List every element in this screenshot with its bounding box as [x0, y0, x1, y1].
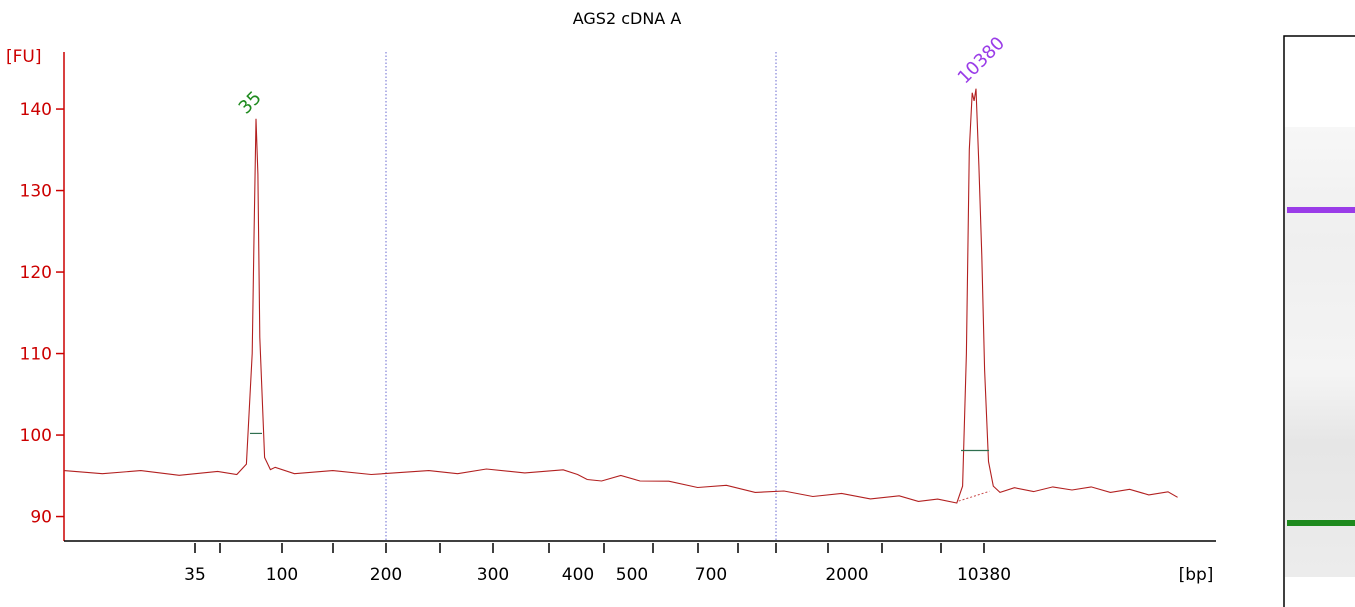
x-tick-label: 2000 [825, 565, 868, 585]
y-tick-label: 100 [20, 426, 52, 446]
chart-title: AGS2 cDNA A [573, 9, 682, 28]
y-tick-label: 130 [20, 182, 52, 202]
x-axis-ticks: 35 100 200 300 400 500 700 2000 10380 [184, 543, 1011, 585]
y-axis-ticks: 90 100 110 120 130 140 [20, 100, 64, 528]
x-tick-label: 10380 [957, 565, 1011, 585]
y-axis-label: [FU] [6, 47, 42, 67]
x-tick-label: 200 [370, 565, 402, 585]
x-tick-label: 400 [562, 565, 594, 585]
gel-band-upper-marker [1287, 207, 1355, 213]
x-tick-label: 500 [616, 565, 648, 585]
region-dividers [385, 52, 777, 541]
x-axis-label: [bp] [1179, 565, 1214, 585]
peak-baseline [958, 490, 990, 502]
electropherogram-trace [63, 88, 1178, 504]
y-tick-label: 110 [20, 345, 52, 365]
gel-band-lower-marker [1287, 520, 1355, 526]
x-tick-label: 300 [477, 565, 509, 585]
gel-lane-background [1285, 127, 1355, 577]
y-tick-label: 140 [20, 100, 52, 120]
x-tick-label: 700 [695, 565, 727, 585]
axes [63, 52, 1216, 542]
y-tick-label: 120 [20, 263, 52, 283]
gel-bands [1287, 207, 1355, 526]
y-tick-label: 90 [30, 508, 52, 528]
trace-layer [63, 88, 1178, 504]
x-tick-label: 100 [266, 565, 298, 585]
x-tick-label: 35 [184, 565, 206, 585]
